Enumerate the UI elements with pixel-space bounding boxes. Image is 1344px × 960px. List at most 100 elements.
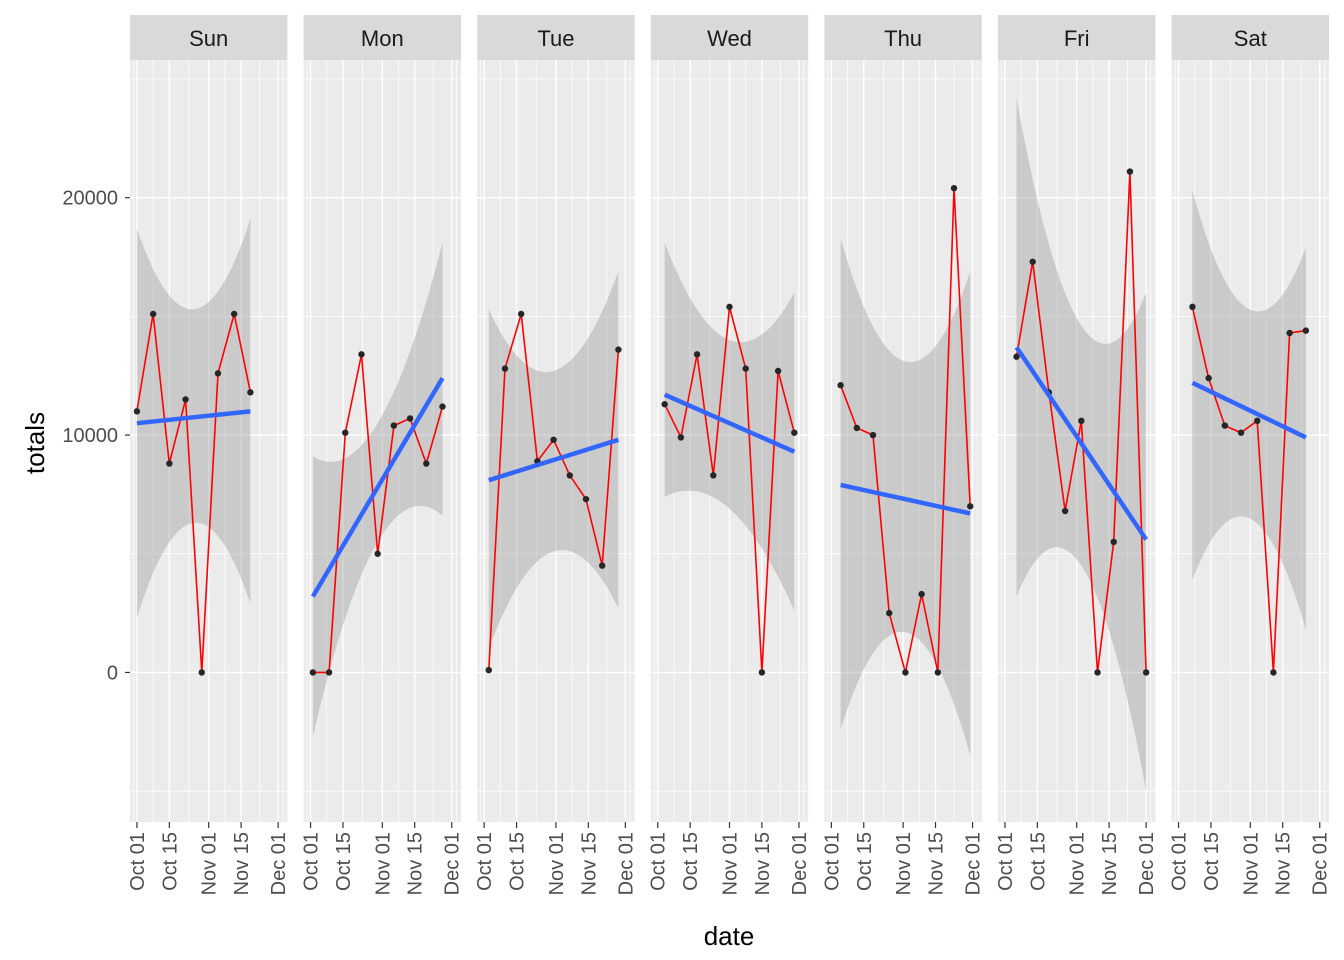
x-tick-label: Nov 01 [1067,832,1089,895]
data-point [566,472,573,479]
data-point [1205,374,1212,382]
data-point [967,503,974,510]
x-tick-label: Nov 01 [720,832,742,895]
data-point [582,495,590,503]
x-tick-label: Nov 15 [405,832,427,895]
data-point [950,184,958,192]
facet-panel-sat: Sat [1171,15,1329,822]
data-point [1061,507,1069,515]
data-point [1302,327,1310,334]
facet-panel-sun: Sun [130,15,288,822]
data-point [214,370,222,377]
trend-line [663,392,796,454]
x-tick-label: Dec 01 [442,832,464,895]
data-point [166,460,173,467]
data-point [485,666,492,674]
x-tick-label: Oct 15 [680,832,702,891]
data-point [1126,168,1134,175]
facet-panel-wed: Wed [650,15,809,822]
series-line [1191,306,1307,673]
y-tick-label: 0 [107,662,118,684]
x-tick-label: Nov 15 [926,832,948,895]
x-axes: Oct 01 Oct 15 Nov 01 Nov 15 Dec 01 Oct 01 Oct … [127,822,1332,895]
data-point [677,434,685,441]
data-point [1254,417,1261,425]
data-point [342,429,349,436]
data-point [774,367,782,375]
x-tick-label: Nov 01 [199,832,221,895]
x-tick-label: Oct 15 [333,832,355,891]
x-tick-label: Oct 01 [648,832,670,891]
data-point [198,669,205,676]
x-tick-label: Nov 01 [372,832,394,895]
facet-strip-label: Sat [1234,26,1267,51]
data-point [837,382,844,389]
facet-strip-label: Thu [884,26,922,51]
x-tick-label: Nov 15 [231,832,253,895]
data-point [853,424,861,432]
x-tick-label: Nov 15 [1273,832,1295,895]
data-point [406,415,414,422]
x-tick-label: Dec 01 [615,832,637,895]
x-tick-label: Nov 15 [752,832,774,895]
x-tick-label: Dec 01 [1136,832,1158,895]
facet-panels: Sun Mon Tue Wed Thu Fri Sat [130,15,1329,822]
facet-strip [824,15,982,60]
x-tick-label: Nov 01 [1240,832,1262,895]
data-point [358,351,365,358]
data-point [869,431,877,439]
data-point [1094,669,1101,676]
facet-strip-label: Tue [537,26,574,51]
facet-panel-tue: Tue [477,15,635,822]
facet-strip-label: Mon [361,26,404,51]
data-point [693,351,701,358]
trend-line [1014,345,1149,541]
trend-line [136,409,251,426]
facet-panel-fri: Fri [998,15,1156,822]
trend-line [488,437,620,483]
x-tick-label: Oct 01 [474,832,496,891]
x-tick-label: Nov 01 [893,832,915,895]
x-tick-label: Nov 01 [546,832,568,895]
x-tick-label: Oct 01 [301,832,323,891]
trend-line [1191,380,1307,440]
data-point [374,550,381,557]
facet-strip [1171,15,1329,60]
x-axis-title: date [704,921,755,951]
data-point [661,401,668,408]
facet-panel-mon: Mon [303,15,461,822]
x-tick-label: Oct 15 [159,832,181,891]
facet-strip-label: Wed [707,26,752,51]
x-tick-label: Oct 15 [507,832,529,891]
y-axis: 0 10000 20000 [62,188,130,684]
data-point [726,303,733,311]
data-point [886,609,893,617]
data-point [742,365,749,372]
x-tick-label: Dec 01 [1310,832,1332,895]
data-point [918,590,925,598]
x-tick-label: Oct 15 [1201,832,1223,891]
data-point [1221,422,1229,429]
data-point [1270,669,1277,676]
facet-strip [130,15,288,60]
x-tick-label: Oct 01 [127,832,149,891]
data-point [1078,417,1085,425]
x-tick-label: Nov 15 [578,832,600,895]
x-tick-label: Oct 01 [995,832,1017,891]
data-point [501,365,509,372]
facet-strip [477,15,635,60]
data-point [1189,303,1196,311]
y-tick-label: 20000 [62,188,118,210]
data-point [1237,429,1245,436]
data-point [517,310,525,318]
data-point [934,669,942,676]
x-tick-label: Dec 01 [268,832,290,895]
facet-strip [303,15,461,60]
data-point [230,310,238,318]
data-point [1110,538,1117,546]
data-point [423,460,430,467]
data-point [710,472,717,479]
data-point [615,346,622,353]
x-tick-label: Dec 01 [789,832,811,895]
